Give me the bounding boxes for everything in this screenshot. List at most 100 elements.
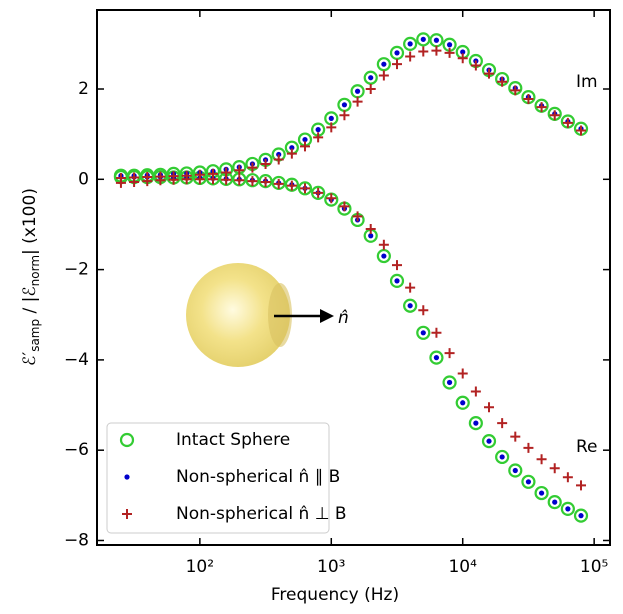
- point: [378, 239, 389, 250]
- legend: Intact Sphere Non-spherical n̂ ∥ B Non-sph…: [106, 422, 347, 534]
- point: [129, 177, 140, 188]
- point: [328, 115, 334, 121]
- point: [457, 53, 468, 64]
- point: [418, 46, 429, 57]
- point: [521, 474, 536, 489]
- point: [394, 50, 400, 56]
- point: [365, 84, 376, 95]
- point: [510, 431, 521, 442]
- point: [534, 485, 549, 501]
- point: [258, 174, 273, 189]
- legend-marker: [124, 474, 130, 480]
- point: [565, 506, 571, 512]
- point: [260, 158, 271, 169]
- point: [221, 174, 232, 185]
- point: [378, 70, 389, 81]
- point: [562, 117, 573, 128]
- point: [525, 479, 532, 485]
- point: [207, 174, 218, 185]
- point: [341, 102, 348, 108]
- point: [194, 174, 205, 185]
- point: [420, 330, 426, 336]
- y-label-part: / |ℰ: [20, 286, 40, 319]
- y-label-part: samp: [28, 319, 42, 352]
- point: [429, 350, 444, 365]
- point: [313, 132, 324, 143]
- point: [510, 85, 521, 96]
- y-tick-label: −6: [64, 440, 89, 460]
- point: [405, 51, 416, 62]
- point: [297, 181, 313, 196]
- point: [392, 59, 403, 70]
- point: [394, 278, 400, 284]
- legend-label: Non-spherical n̂ ⊥ B: [176, 504, 347, 524]
- point: [576, 480, 587, 491]
- point: [536, 102, 547, 113]
- point: [433, 37, 440, 43]
- point: [300, 141, 311, 152]
- point: [389, 273, 405, 288]
- legend-box: [106, 422, 330, 534]
- point: [562, 472, 573, 483]
- x-tick-label: 10⁴: [448, 557, 477, 577]
- point: [431, 327, 442, 338]
- point: [420, 36, 426, 42]
- point: [313, 187, 324, 198]
- point: [578, 513, 584, 519]
- point: [354, 88, 361, 94]
- point: [339, 110, 350, 121]
- point: [271, 175, 286, 191]
- point: [392, 260, 403, 271]
- point: [508, 463, 523, 478]
- y-label-part: norm: [28, 255, 42, 286]
- point: [446, 379, 453, 386]
- point: [549, 463, 560, 474]
- point: [181, 174, 192, 185]
- point: [368, 233, 374, 239]
- point: [326, 122, 337, 133]
- point: [444, 348, 455, 359]
- point: [368, 75, 374, 81]
- point: [407, 41, 413, 47]
- point: [442, 375, 457, 390]
- y-label-part: ℰ′: [20, 352, 40, 366]
- point: [460, 400, 466, 406]
- y-tick-label: −8: [64, 530, 89, 550]
- point: [302, 136, 308, 143]
- point: [455, 395, 470, 410]
- point: [549, 110, 560, 121]
- point: [363, 70, 378, 85]
- point: [284, 177, 299, 192]
- point: [418, 305, 429, 316]
- annotation: Im: [576, 72, 598, 92]
- point: [497, 418, 508, 429]
- point: [536, 454, 547, 465]
- point: [576, 125, 587, 136]
- point: [142, 176, 153, 187]
- point: [339, 201, 350, 212]
- annotation: n̂: [338, 308, 349, 328]
- point: [457, 368, 468, 379]
- point: [444, 47, 455, 58]
- point: [247, 176, 258, 187]
- point: [484, 68, 495, 79]
- point: [407, 303, 413, 309]
- x-tick-label: 10⁵: [580, 557, 608, 577]
- point: [416, 32, 431, 47]
- point: [326, 193, 337, 204]
- point: [352, 96, 363, 107]
- point: [311, 185, 326, 200]
- point: [473, 420, 479, 426]
- y-tick-label: −2: [64, 260, 89, 280]
- point: [446, 42, 453, 48]
- point: [523, 93, 534, 104]
- point: [523, 442, 534, 453]
- point: [247, 162, 258, 173]
- point: [431, 45, 442, 56]
- annotation: Re: [576, 437, 598, 457]
- point: [403, 36, 418, 51]
- point: [234, 175, 245, 186]
- point: [289, 145, 295, 151]
